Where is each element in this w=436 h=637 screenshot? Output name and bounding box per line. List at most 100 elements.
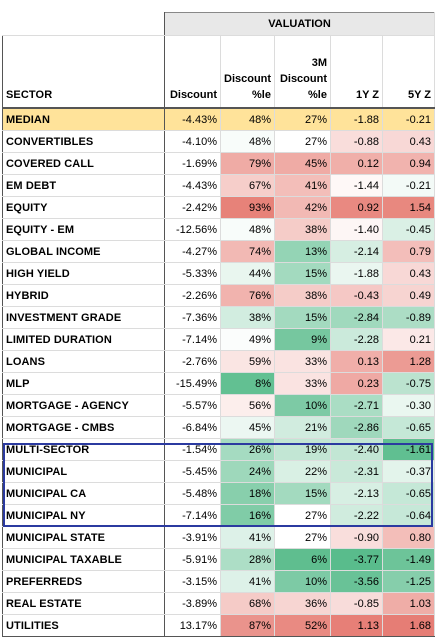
discount-pctle-cell[interactable]: 79%	[220, 152, 275, 175]
col-header-5y-z[interactable]: 5Y Z	[382, 35, 435, 109]
3m-discount-pctle-cell[interactable]: 38%	[274, 218, 331, 241]
discount-pctle-cell[interactable]: 67%	[220, 174, 275, 197]
3m-discount-pctle-cell[interactable]: 10%	[274, 570, 331, 593]
1y-z-cell[interactable]: -1.40	[330, 218, 383, 241]
median-1y-z-cell[interactable]: -1.88	[330, 108, 383, 131]
group-header-blank[interactable]	[2, 12, 165, 36]
median-sector-cell[interactable]: MEDIAN	[2, 108, 165, 131]
5y-z-cell[interactable]: -0.21	[382, 174, 435, 197]
1y-z-cell[interactable]: -2.40	[330, 438, 383, 461]
5y-z-cell[interactable]: 1.54	[382, 196, 435, 219]
5y-z-cell[interactable]: -0.64	[382, 504, 435, 527]
1y-z-cell[interactable]: -0.85	[330, 592, 383, 615]
discount-pctle-cell[interactable]: 16%	[220, 504, 275, 527]
5y-z-cell[interactable]: 1.68	[382, 614, 435, 637]
sector-cell[interactable]: MUNICIPAL NY	[2, 504, 165, 527]
5y-z-cell[interactable]: 1.28	[382, 350, 435, 373]
discount-pctle-cell[interactable]: 49%	[220, 328, 275, 351]
1y-z-cell[interactable]: -0.88	[330, 130, 383, 153]
median-3m-discount-pctle-cell[interactable]: 27%	[274, 108, 331, 131]
5y-z-cell[interactable]: -0.37	[382, 460, 435, 483]
discount-cell[interactable]: -7.14%	[164, 328, 221, 351]
discount-cell[interactable]: -7.36%	[164, 306, 221, 329]
1y-z-cell[interactable]: 1.13	[330, 614, 383, 637]
3m-discount-pctle-cell[interactable]: 22%	[274, 460, 331, 483]
col-header-1y-z[interactable]: 1Y Z	[330, 35, 383, 109]
col-header-discount[interactable]: Discount	[164, 35, 221, 109]
1y-z-cell[interactable]: -3.77	[330, 548, 383, 571]
sector-cell[interactable]: EM DEBT	[2, 174, 165, 197]
1y-z-cell[interactable]: -2.28	[330, 328, 383, 351]
5y-z-cell[interactable]: 0.43	[382, 262, 435, 285]
discount-pctle-cell[interactable]: 8%	[220, 372, 275, 395]
3m-discount-pctle-cell[interactable]: 27%	[274, 526, 331, 549]
1y-z-cell[interactable]: -2.31	[330, 460, 383, 483]
5y-z-cell[interactable]: 0.43	[382, 130, 435, 153]
valuation-header[interactable]: VALUATION	[164, 12, 435, 36]
sector-cell[interactable]: COVERED CALL	[2, 152, 165, 175]
3m-discount-pctle-cell[interactable]: 10%	[274, 394, 331, 417]
1y-z-cell[interactable]: -1.44	[330, 174, 383, 197]
discount-cell[interactable]: -5.45%	[164, 460, 221, 483]
1y-z-cell[interactable]: -2.13	[330, 482, 383, 505]
discount-pctle-cell[interactable]: 38%	[220, 306, 275, 329]
3m-discount-pctle-cell[interactable]: 33%	[274, 350, 331, 373]
1y-z-cell[interactable]: -0.43	[330, 284, 383, 307]
5y-z-cell[interactable]: -0.89	[382, 306, 435, 329]
discount-pctle-cell[interactable]: 48%	[220, 130, 275, 153]
5y-z-cell[interactable]: -0.45	[382, 218, 435, 241]
discount-cell[interactable]: -1.69%	[164, 152, 221, 175]
discount-pctle-cell[interactable]: 56%	[220, 394, 275, 417]
1y-z-cell[interactable]: -2.84	[330, 306, 383, 329]
3m-discount-pctle-cell[interactable]: 27%	[274, 130, 331, 153]
discount-cell[interactable]: -5.57%	[164, 394, 221, 417]
discount-cell[interactable]: -15.49%	[164, 372, 221, 395]
1y-z-cell[interactable]: -2.71	[330, 394, 383, 417]
sector-cell[interactable]: INVESTMENT GRADE	[2, 306, 165, 329]
discount-pctle-cell[interactable]: 24%	[220, 460, 275, 483]
discount-pctle-cell[interactable]: 44%	[220, 262, 275, 285]
sector-cell[interactable]: HIGH YIELD	[2, 262, 165, 285]
discount-cell[interactable]: -3.91%	[164, 526, 221, 549]
col-header-discount-pctle[interactable]: Discount %le	[220, 35, 275, 109]
5y-z-cell[interactable]: -0.30	[382, 394, 435, 417]
3m-discount-pctle-cell[interactable]: 42%	[274, 196, 331, 219]
3m-discount-pctle-cell[interactable]: 15%	[274, 262, 331, 285]
1y-z-cell[interactable]: -1.88	[330, 262, 383, 285]
col-header-sector[interactable]: SECTOR	[2, 35, 165, 109]
discount-pctle-cell[interactable]: 26%	[220, 438, 275, 461]
sector-cell[interactable]: MULTI-SECTOR	[2, 438, 165, 461]
col-header-3m-discount-pctle[interactable]: 3M Discount %le	[274, 35, 331, 109]
5y-z-cell[interactable]: 0.94	[382, 152, 435, 175]
sector-cell[interactable]: LOANS	[2, 350, 165, 373]
discount-cell[interactable]: -5.33%	[164, 262, 221, 285]
discount-cell[interactable]: -7.14%	[164, 504, 221, 527]
5y-z-cell[interactable]: 1.03	[382, 592, 435, 615]
discount-cell[interactable]: -1.54%	[164, 438, 221, 461]
discount-pctle-cell[interactable]: 74%	[220, 240, 275, 263]
discount-pctle-cell[interactable]: 41%	[220, 570, 275, 593]
discount-cell[interactable]: -6.84%	[164, 416, 221, 439]
sector-cell[interactable]: REAL ESTATE	[2, 592, 165, 615]
sector-cell[interactable]: MORTGAGE - AGENCY	[2, 394, 165, 417]
3m-discount-pctle-cell[interactable]: 36%	[274, 592, 331, 615]
1y-z-cell[interactable]: -2.86	[330, 416, 383, 439]
3m-discount-pctle-cell[interactable]: 21%	[274, 416, 331, 439]
discount-cell[interactable]: -4.43%	[164, 174, 221, 197]
3m-discount-pctle-cell[interactable]: 13%	[274, 240, 331, 263]
3m-discount-pctle-cell[interactable]: 15%	[274, 482, 331, 505]
5y-z-cell[interactable]: -0.65	[382, 482, 435, 505]
1y-z-cell[interactable]: 0.92	[330, 196, 383, 219]
sector-cell[interactable]: MLP	[2, 372, 165, 395]
1y-z-cell[interactable]: -3.56	[330, 570, 383, 593]
discount-cell[interactable]: -2.42%	[164, 196, 221, 219]
3m-discount-pctle-cell[interactable]: 45%	[274, 152, 331, 175]
discount-cell[interactable]: 13.17%	[164, 614, 221, 637]
1y-z-cell[interactable]: 0.23	[330, 372, 383, 395]
discount-cell[interactable]: -5.91%	[164, 548, 221, 571]
5y-z-cell[interactable]: -0.65	[382, 416, 435, 439]
discount-pctle-cell[interactable]: 18%	[220, 482, 275, 505]
discount-pctle-cell[interactable]: 48%	[220, 218, 275, 241]
5y-z-cell[interactable]: 0.80	[382, 526, 435, 549]
1y-z-cell[interactable]: -2.14	[330, 240, 383, 263]
